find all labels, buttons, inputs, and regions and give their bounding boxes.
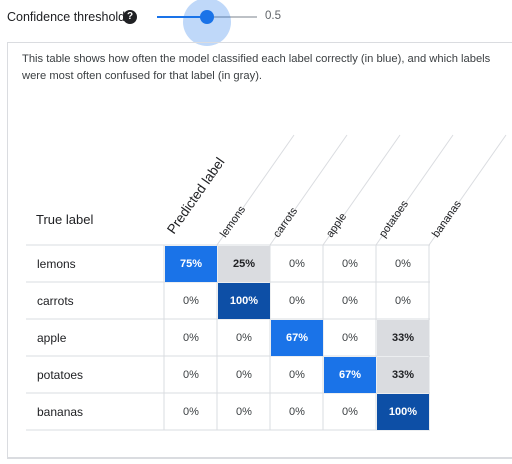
threshold-value: 0.5 [265,10,281,22]
matrix-cell[interactable]: 67% [324,357,376,393]
column-header-divider [322,134,401,246]
matrix-cell[interactable]: 0% [395,295,411,307]
matrix-cell[interactable]: 100% [218,283,270,319]
column-header-divider [216,134,295,246]
matrix-cell[interactable]: 0% [236,369,252,381]
confidence-threshold-bar: Confidence threshold ? 0.5 [0,0,512,46]
row-label-lemons: lemons [37,257,76,271]
column-header-divider [375,134,454,246]
matrix-cell[interactable]: 33% [377,320,429,356]
matrix-cell[interactable]: 33% [377,357,429,393]
matrix-cell[interactable]: 0% [236,406,252,418]
true-label-header: True label [36,212,94,227]
matrix-cell[interactable]: 0% [183,369,199,381]
column-header-divider [428,134,507,246]
column-header-divider [269,134,348,246]
row-label-potatoes: potatoes [37,368,84,382]
slider-fill [157,16,207,18]
matrix-cell[interactable]: 0% [236,332,252,344]
matrix-cell[interactable]: 0% [183,332,199,344]
matrix-cell[interactable]: 75% [165,246,217,282]
threshold-label: Confidence threshold [7,10,126,24]
matrix-cell[interactable]: 0% [183,295,199,307]
confusion-matrix-panel [7,42,512,459]
matrix-cell[interactable]: 0% [183,406,199,418]
row-label-apple: apple [37,331,67,345]
matrix-cell[interactable]: 0% [289,295,305,307]
matrix-cell[interactable]: 0% [289,258,305,270]
matrix-cell[interactable]: 0% [289,369,305,381]
matrix-cell[interactable]: 0% [342,295,358,307]
row-label-bananas: bananas [37,405,84,419]
matrix-cell[interactable]: 0% [342,406,358,418]
row-label-carrots: carrots [37,294,74,308]
confidence-threshold-slider[interactable] [157,0,257,46]
matrix-description: This table shows how often the model cla… [22,53,491,82]
matrix-cell[interactable]: 25% [218,246,270,282]
matrix-cell[interactable]: 67% [271,320,323,356]
slider-thumb[interactable] [200,10,214,24]
matrix-cell[interactable]: 0% [342,332,358,344]
matrix-cell[interactable]: 0% [342,258,358,270]
matrix-cell[interactable]: 0% [395,258,411,270]
help-icon[interactable]: ? [123,10,137,24]
matrix-cell[interactable]: 100% [377,394,429,430]
matrix-cell[interactable]: 0% [289,406,305,418]
